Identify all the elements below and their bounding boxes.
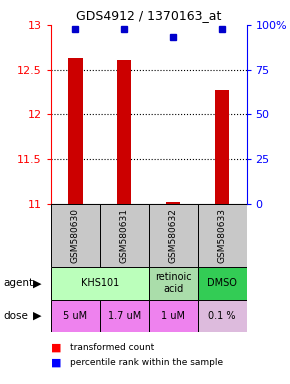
Text: KHS101: KHS101: [81, 278, 119, 288]
Bar: [117, 60, 131, 204]
FancyBboxPatch shape: [148, 300, 197, 332]
Text: 5 uM: 5 uM: [63, 311, 87, 321]
Title: GDS4912 / 1370163_at: GDS4912 / 1370163_at: [76, 9, 221, 22]
Bar: [68, 58, 83, 204]
Text: ■: ■: [51, 358, 61, 368]
FancyBboxPatch shape: [51, 204, 100, 267]
Text: 1.7 uM: 1.7 uM: [108, 311, 141, 321]
Text: dose: dose: [3, 311, 28, 321]
Text: DMSO: DMSO: [207, 278, 237, 288]
FancyBboxPatch shape: [197, 300, 246, 332]
Text: ▶: ▶: [33, 278, 42, 288]
Text: GSM580630: GSM580630: [71, 208, 80, 263]
Text: GSM580631: GSM580631: [120, 208, 129, 263]
Text: transformed count: transformed count: [70, 343, 154, 352]
FancyBboxPatch shape: [100, 204, 148, 267]
FancyBboxPatch shape: [148, 267, 197, 300]
FancyBboxPatch shape: [148, 204, 197, 267]
Text: 1 uM: 1 uM: [161, 311, 185, 321]
Text: retinoic
acid: retinoic acid: [155, 272, 191, 294]
Text: GSM580632: GSM580632: [168, 208, 177, 263]
Text: 0.1 %: 0.1 %: [208, 311, 236, 321]
FancyBboxPatch shape: [100, 300, 148, 332]
Text: GSM580633: GSM580633: [218, 208, 226, 263]
FancyBboxPatch shape: [197, 267, 246, 300]
Bar: [215, 90, 229, 204]
Bar: [166, 202, 180, 204]
FancyBboxPatch shape: [51, 300, 100, 332]
FancyBboxPatch shape: [51, 267, 148, 300]
FancyBboxPatch shape: [197, 204, 246, 267]
Text: ■: ■: [51, 343, 61, 353]
Text: agent: agent: [3, 278, 33, 288]
Text: ▶: ▶: [33, 311, 42, 321]
Text: percentile rank within the sample: percentile rank within the sample: [70, 358, 223, 367]
